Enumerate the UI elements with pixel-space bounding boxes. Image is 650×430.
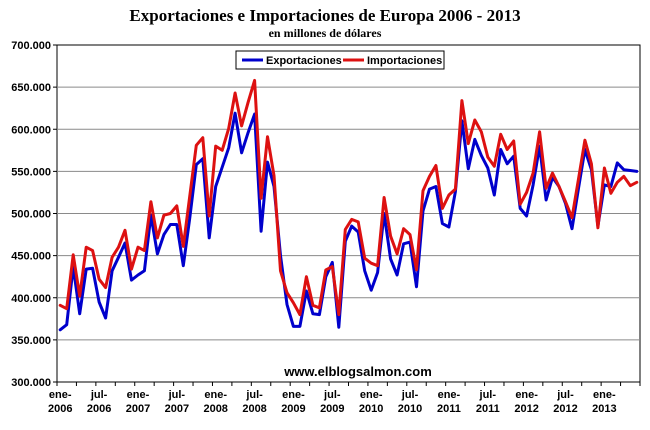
x-tick-label: ene-: [515, 389, 538, 401]
x-tick-label-year: 2006: [48, 403, 72, 415]
y-tick-label: 400.000: [11, 293, 51, 305]
x-tick-label-year: 2006: [87, 403, 111, 415]
x-tick-label-year: 2011: [476, 403, 500, 415]
y-tick-label: 450.000: [11, 251, 51, 263]
legend-label-importaciones: Importaciones: [367, 55, 442, 67]
x-tick-label-year: 2012: [514, 403, 538, 415]
x-tick-label-year: 2008: [242, 403, 266, 415]
chart-title: Exportaciones e Importaciones de Europa …: [129, 6, 520, 25]
x-tick-label: ene-: [282, 389, 305, 401]
x-tick-label-year: 2009: [281, 403, 305, 415]
x-tick-label: ene-: [204, 389, 227, 401]
x-tick-label: ene-: [438, 389, 461, 401]
x-tick-label-year: 2012: [553, 403, 577, 415]
x-tick-label: ene-: [360, 389, 383, 401]
x-axis: ene- 2006 jul- 2006 ene- 2007 jul- 2007 ene- 2008…: [48, 382, 641, 415]
x-tick-label-year: 2011: [437, 403, 461, 415]
x-tick-label: jul-: [90, 389, 108, 401]
chart-subtitle: en millones de dólares: [269, 26, 382, 40]
series-line-exportaciones: [58, 111, 639, 332]
x-tick-label: jul-: [168, 389, 186, 401]
x-tick-label-year: 2010: [398, 403, 422, 415]
y-tick-label: 650.000: [11, 82, 51, 94]
y-axis: 300.000 350.000 400.000 450.000 500.000 550.0…: [11, 40, 57, 389]
x-tick-label-year: 2007: [165, 403, 189, 415]
legend-label-exportaciones: Exportaciones: [266, 55, 342, 67]
series-line-importaciones: [58, 78, 639, 317]
grid: [57, 86, 640, 341]
x-tick-label: jul-: [479, 389, 497, 401]
x-tick-label-year: 2007: [126, 403, 150, 415]
x-tick-label-year: 2008: [203, 403, 227, 415]
x-tick-label: jul-: [401, 389, 419, 401]
series-group: [58, 78, 639, 332]
y-tick-label: 500.000: [11, 209, 51, 221]
y-tick-label: 300.000: [11, 377, 51, 389]
x-tick-label: jul-: [556, 389, 574, 401]
x-tick-label-year: 2009: [320, 403, 344, 415]
x-tick-label-year: 2010: [359, 403, 383, 415]
x-tick-label: ene-: [127, 389, 150, 401]
x-tick-label-year: 2013: [592, 403, 616, 415]
legend-box: [235, 50, 445, 70]
watermark: www.elblogsalmon.com: [283, 364, 432, 379]
x-tick-label: ene-: [593, 389, 616, 401]
legend: Exportaciones Importaciones: [235, 50, 445, 70]
y-tick-label: 550.000: [11, 166, 51, 178]
y-tick-label: 350.000: [11, 335, 51, 347]
x-tick-label: jul-: [245, 389, 263, 401]
x-tick-label: jul-: [323, 389, 341, 401]
y-tick-label: 600.000: [11, 124, 51, 136]
y-tick-label: 700.000: [11, 40, 51, 52]
x-tick-label: ene-: [49, 389, 72, 401]
